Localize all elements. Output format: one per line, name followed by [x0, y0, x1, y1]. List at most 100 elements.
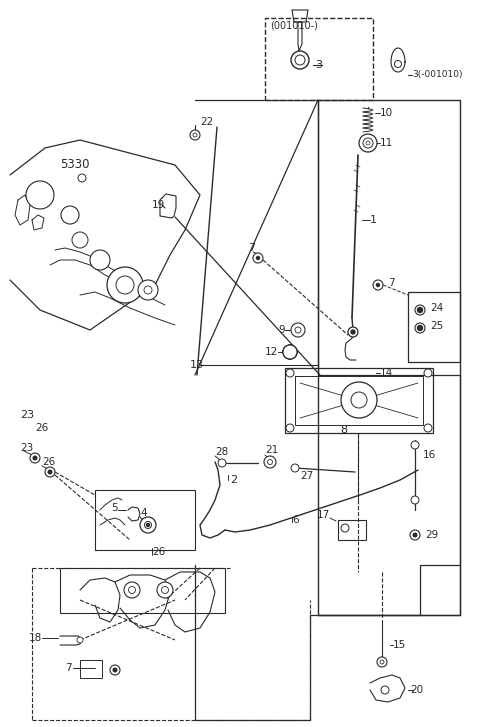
Circle shape: [48, 470, 52, 474]
Text: 4: 4: [140, 508, 146, 518]
Circle shape: [161, 587, 168, 593]
Text: 2: 2: [230, 475, 237, 485]
Circle shape: [415, 323, 425, 333]
Text: 6: 6: [292, 515, 299, 525]
Circle shape: [77, 637, 83, 643]
Text: 25: 25: [430, 321, 443, 331]
Circle shape: [413, 533, 417, 537]
Text: 23: 23: [20, 443, 33, 453]
Circle shape: [140, 517, 156, 533]
Text: 18: 18: [29, 633, 42, 643]
Circle shape: [138, 280, 158, 300]
Circle shape: [146, 523, 149, 526]
Circle shape: [144, 521, 152, 529]
Text: 16: 16: [423, 450, 436, 460]
Circle shape: [144, 286, 152, 294]
Circle shape: [376, 284, 380, 286]
Text: 28: 28: [215, 447, 228, 457]
Bar: [95, 490, 195, 550]
Text: 12: 12: [265, 347, 278, 357]
Text: 13: 13: [190, 360, 204, 370]
Circle shape: [190, 130, 200, 140]
Circle shape: [291, 323, 305, 337]
Text: 1: 1: [370, 215, 377, 225]
Circle shape: [283, 345, 297, 359]
Text: 3: 3: [315, 60, 322, 70]
Circle shape: [283, 345, 297, 359]
Bar: [60, 568, 225, 613]
Text: 23: 23: [20, 410, 34, 420]
Circle shape: [113, 668, 117, 672]
Circle shape: [351, 392, 367, 408]
Circle shape: [295, 327, 301, 333]
Text: 26: 26: [35, 423, 48, 433]
Circle shape: [193, 133, 197, 137]
Circle shape: [381, 686, 389, 694]
Circle shape: [256, 257, 260, 260]
Circle shape: [418, 326, 422, 331]
Bar: [338, 520, 366, 540]
Circle shape: [295, 55, 305, 65]
Text: 5: 5: [111, 503, 118, 513]
Text: 3(-001010): 3(-001010): [412, 71, 463, 79]
Circle shape: [110, 665, 120, 675]
Text: 5330: 5330: [60, 158, 90, 172]
Text: 27: 27: [300, 471, 313, 481]
Text: 21: 21: [265, 445, 278, 455]
Circle shape: [267, 459, 273, 465]
Circle shape: [78, 174, 86, 182]
Circle shape: [377, 657, 387, 667]
Circle shape: [411, 441, 419, 449]
Circle shape: [341, 382, 377, 418]
Bar: [265, 18, 373, 100]
Text: 7: 7: [248, 243, 255, 253]
Circle shape: [418, 308, 422, 313]
Circle shape: [286, 369, 294, 377]
Text: (001010-): (001010-): [270, 21, 318, 31]
Text: 7: 7: [65, 663, 72, 673]
Circle shape: [291, 51, 309, 69]
Bar: [295, 376, 423, 425]
Text: 20: 20: [410, 685, 423, 695]
Circle shape: [410, 530, 420, 540]
Text: 29: 29: [425, 530, 438, 540]
Text: 8: 8: [340, 425, 347, 435]
Circle shape: [363, 138, 373, 148]
Circle shape: [90, 250, 110, 270]
Text: 17: 17: [317, 510, 330, 520]
Circle shape: [264, 456, 276, 468]
Circle shape: [287, 349, 293, 355]
Circle shape: [380, 660, 384, 664]
Text: 14: 14: [380, 368, 393, 378]
Bar: [408, 292, 460, 362]
Text: 26: 26: [152, 547, 165, 557]
Bar: [285, 368, 433, 433]
Text: 11: 11: [380, 138, 393, 148]
Circle shape: [107, 267, 143, 303]
Circle shape: [45, 467, 55, 477]
Circle shape: [33, 457, 37, 459]
Circle shape: [61, 206, 79, 224]
Circle shape: [116, 276, 134, 294]
Circle shape: [373, 280, 383, 290]
Text: 22: 22: [200, 117, 213, 127]
Circle shape: [415, 305, 425, 315]
Circle shape: [283, 345, 297, 359]
Circle shape: [218, 459, 226, 467]
Circle shape: [411, 496, 419, 504]
Circle shape: [283, 345, 297, 359]
Circle shape: [291, 464, 299, 472]
Circle shape: [157, 582, 173, 598]
Circle shape: [395, 60, 401, 68]
Circle shape: [359, 134, 377, 152]
Circle shape: [424, 424, 432, 432]
Circle shape: [424, 369, 432, 377]
Text: 9: 9: [278, 325, 285, 335]
Circle shape: [129, 587, 135, 593]
Circle shape: [253, 253, 263, 263]
Text: 7: 7: [388, 278, 395, 288]
Text: 19: 19: [152, 200, 165, 210]
Circle shape: [348, 327, 358, 337]
Text: 15: 15: [393, 640, 406, 650]
Circle shape: [286, 424, 294, 432]
